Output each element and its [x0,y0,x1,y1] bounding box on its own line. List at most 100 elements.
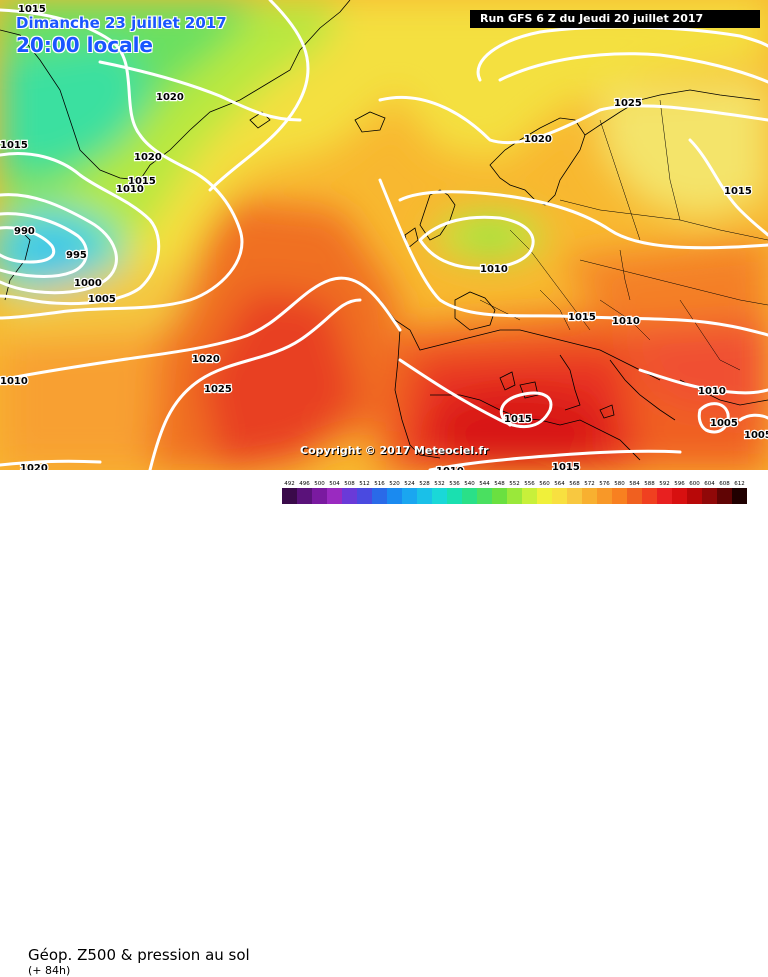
legend-value-564: 564 [554,481,565,487]
isobar-label: 1010 [480,264,508,275]
isobar-label: 1015 [0,140,28,151]
legend-swatch-552 [507,488,522,504]
legend-value-568: 568 [569,481,580,487]
color-scale-svg: 492 496 500 504 508 512 516 520 524 528 532 536 540 5… [282,481,747,504]
legend-swatch-536 [447,488,462,504]
isobar-label: 1025 [204,384,232,395]
legend-swatch-540 [462,488,477,504]
isobar-label: 1020 [20,463,48,470]
isobar-label: 990 [14,226,35,237]
legend-swatch-548 [492,488,507,504]
color-scale-legend: 492 496 500 504 508 512 516 520 524 528 532 536 540 5… [282,478,754,510]
legend-value-604: 604 [704,481,715,487]
legend-swatch-576 [597,488,612,504]
legend-swatch-560 [537,488,552,504]
weather-map: 1015 1015 1020 1020 1015 1010 990 995 1000 1005 10… [0,0,768,470]
isobar-label: 1015 [724,186,752,197]
isobar-label: 1015 [128,176,156,187]
legend-value-492: 492 [284,481,295,487]
legend-value-612: 612 [734,481,745,487]
legend-swatch-584 [627,488,642,504]
country-borders [479,99,768,371]
legend-swatch-592 [657,488,672,504]
legend-value-576: 576 [599,481,610,487]
legend-value-524: 524 [404,481,415,487]
legend-value-556: 556 [524,481,535,487]
legend-swatch-612 [732,488,747,504]
legend-value-536: 536 [449,481,460,487]
legend-swatch-504 [327,488,342,504]
isobar-label: 1020 [156,92,184,103]
copyright-text: Copyright © 2017 Meteociel.fr [300,444,489,457]
legend-value-544: 544 [479,481,490,487]
isobar-label: 1015 [568,312,596,323]
legend-value-520: 520 [389,481,400,487]
legend-value-516: 516 [374,481,385,487]
legend-value-584: 584 [629,481,640,487]
isobar-label: 995 [66,250,87,261]
legend-value-540: 540 [464,481,475,487]
run-info: Run GFS 6 Z du Jeudi 20 juillet 2017 [470,10,760,28]
legend-value-580: 580 [614,481,625,487]
isobar-label: 1010 [698,386,726,397]
isobar-label: 1020 [134,152,162,163]
legend-swatch-600 [687,488,702,504]
legend-value-512: 512 [359,481,370,487]
legend-swatch-556 [522,488,537,504]
isobar-labels: 1015101510201020101510109909951000100510… [0,3,768,470]
legend-swatch-596 [672,488,687,504]
legend-value-500: 500 [314,481,325,487]
isobar-label: 1015 [504,414,532,425]
isobar-label: 1005 [710,418,738,429]
legend-swatch-604 [702,488,717,504]
legend-value-504: 504 [329,481,340,487]
legend-value-596: 596 [674,481,685,487]
legend-swatch-492 [282,488,297,504]
legend-swatch-520 [387,488,402,504]
isobar-label: 1025 [614,98,642,109]
legend-swatch-608 [717,488,732,504]
legend-value-560: 560 [539,481,550,487]
forecast-date: Dimanche 23 juillet 2017 [16,14,227,32]
legend-value-600: 600 [689,481,700,487]
legend-value-532: 532 [434,481,445,487]
legend-swatch-564 [552,488,567,504]
legend-value-592: 592 [659,481,670,487]
isobar-label: 1000 [74,278,102,289]
map-caption: Géop. Z500 & pression au sol [28,946,250,964]
legend-value-572: 572 [584,481,595,487]
legend-swatch-524 [402,488,417,504]
legend-value-588: 588 [644,481,655,487]
isobar-label: 1010 [0,376,28,387]
legend-value-608: 608 [719,481,730,487]
isobar-label: 1020 [192,354,220,365]
isobar-label: 1010 [436,466,464,470]
isobar-label: 1015 [552,462,580,470]
legend-swatch-496 [297,488,312,504]
isobar-label: 1010 [612,316,640,327]
legend-swatch-580 [612,488,627,504]
legend-swatch-512 [357,488,372,504]
legend-value-508: 508 [344,481,355,487]
forecast-time: 20:00 locale [16,33,153,57]
legend-value-548: 548 [494,481,505,487]
isobar-label: 1005 [88,294,116,305]
legend-value-552: 552 [509,481,520,487]
legend-swatch-588 [642,488,657,504]
map-canvas: 1015101510201020101510109909951000100510… [0,0,768,470]
isobar-label: 1015 [18,4,46,15]
isobar-label: 1020 [524,134,552,145]
legend-swatch-516 [372,488,387,504]
legend-swatch-532 [432,488,447,504]
legend-swatch-572 [582,488,597,504]
isobar-label: 1005 [744,430,768,441]
isobar-label: 1010 [116,184,144,195]
legend-value-496: 496 [299,481,310,487]
legend-swatch-568 [567,488,582,504]
legend-swatch-508 [342,488,357,504]
map-subcaption: (+ 84h) [28,964,71,977]
legend-swatch-528 [417,488,432,504]
legend-swatch-500 [312,488,327,504]
legend-swatch-544 [477,488,492,504]
legend-value-528: 528 [419,481,430,487]
